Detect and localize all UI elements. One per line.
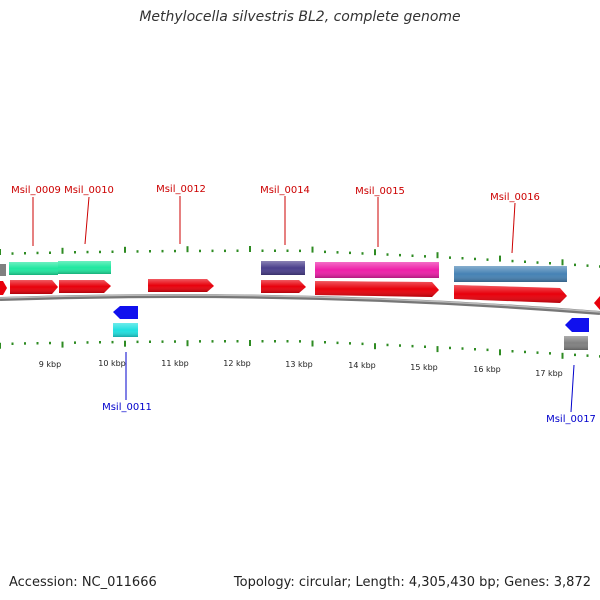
reverse-feature-track bbox=[113, 323, 588, 350]
gene-label-msil-0012[interactable]: Msil_0012 bbox=[156, 184, 206, 195]
gene-label-msil-0011[interactable]: Msil_0011 bbox=[102, 402, 152, 413]
cds-arrow-right-edge[interactable] bbox=[594, 296, 600, 310]
leader-msil-0017 bbox=[570, 364, 575, 413]
label-leaders bbox=[32, 196, 575, 413]
cds-arrow-msil-0011[interactable] bbox=[113, 306, 138, 319]
genome-backbone-highlight bbox=[0, 294, 600, 313]
cds-arrow-msil-0017[interactable] bbox=[565, 318, 589, 332]
gene-label-msil-0015[interactable]: Msil_0015 bbox=[355, 186, 405, 197]
scale-label-15kbp: 15 kbp bbox=[410, 363, 438, 372]
cds-forward-track bbox=[0, 279, 567, 303]
scale-label-13kbp: 13 kbp bbox=[285, 360, 313, 369]
map-title: Methylocella silvestris BL2, complete ge… bbox=[139, 9, 461, 25]
scale-label-14kbp: 14 kbp bbox=[348, 361, 376, 370]
scale-label-11kbp: 11 kbp bbox=[161, 359, 189, 368]
feature-track bbox=[0, 261, 567, 282]
bottom-tick-ruler bbox=[0, 340, 600, 359]
gene-label-msil-0009[interactable]: Msil_0009 bbox=[11, 185, 61, 196]
gene-label-msil-0014[interactable]: Msil_0014 bbox=[260, 185, 310, 196]
top-tick-ruler bbox=[0, 246, 600, 268]
genome-backbone bbox=[0, 294, 600, 315]
accession-text: Accession: NC_011666 bbox=[9, 575, 157, 590]
scale-label-17kbp: 17 kbp bbox=[535, 369, 563, 378]
scale-label-16kbp: 16 kbp bbox=[473, 365, 501, 374]
cds-arrow-partial[interactable] bbox=[0, 281, 7, 295]
topology-summary: Topology: circular; Length: 4,305,430 bp… bbox=[233, 575, 591, 590]
gene-label-msil-0016[interactable]: Msil_0016 bbox=[490, 192, 540, 203]
cds-reverse-track bbox=[113, 296, 600, 332]
gene-label-msil-0010[interactable]: Msil_0010 bbox=[64, 185, 114, 196]
feature-block-gray[interactable] bbox=[0, 264, 6, 276]
scale-label-12kbp: 12 kbp bbox=[223, 359, 251, 368]
gene-label-msil-0017[interactable]: Msil_0017 bbox=[546, 414, 596, 425]
scale-label-9kbp: 9 kbp bbox=[39, 360, 61, 369]
leader-msil-0016 bbox=[511, 202, 516, 254]
leader-msil-0010 bbox=[84, 196, 90, 245]
scale-label-10kbp: 10 kbp bbox=[98, 359, 126, 368]
